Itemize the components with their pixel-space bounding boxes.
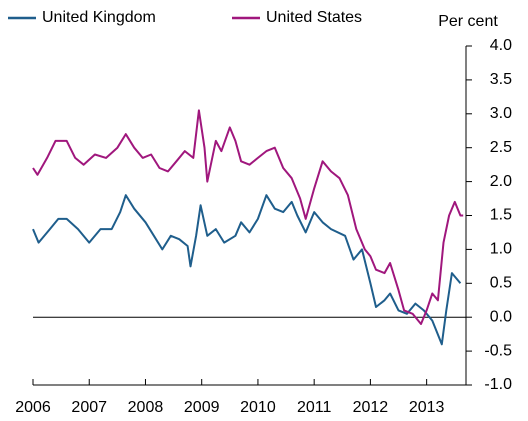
y-tick-label: 3.5 <box>490 71 512 88</box>
x-tick-label: 2012 <box>353 399 389 416</box>
x-tick-label: 2010 <box>240 399 276 416</box>
y-tick-label: 1.0 <box>490 241 512 258</box>
series-line <box>32 194 462 346</box>
legend-label: United Kingdom <box>42 9 156 26</box>
y-tick-label: 4.0 <box>490 37 512 54</box>
y-tick-label: 1.5 <box>490 207 512 224</box>
x-tick-label: 2007 <box>71 399 107 416</box>
y-axis-label: Per cent <box>438 13 498 30</box>
y-tick-label: 0.5 <box>490 275 512 292</box>
x-tick-label: 2008 <box>128 399 164 416</box>
legend-label: United States <box>266 9 362 26</box>
y-tick-label: 3.0 <box>490 105 512 122</box>
x-tick-label: 2011 <box>297 399 332 416</box>
y-tick-label: -1.0 <box>484 376 512 393</box>
y-tick-label: 2.5 <box>490 139 512 156</box>
x-tick-label: 2013 <box>409 399 445 416</box>
x-tick-label: 2006 <box>15 399 51 416</box>
y-tick-label: 2.0 <box>490 173 512 190</box>
x-tick-label: 2009 <box>184 399 220 416</box>
y-tick-label: -0.5 <box>484 342 512 359</box>
series-line <box>32 109 464 325</box>
y-tick-label: 0.0 <box>490 308 512 325</box>
